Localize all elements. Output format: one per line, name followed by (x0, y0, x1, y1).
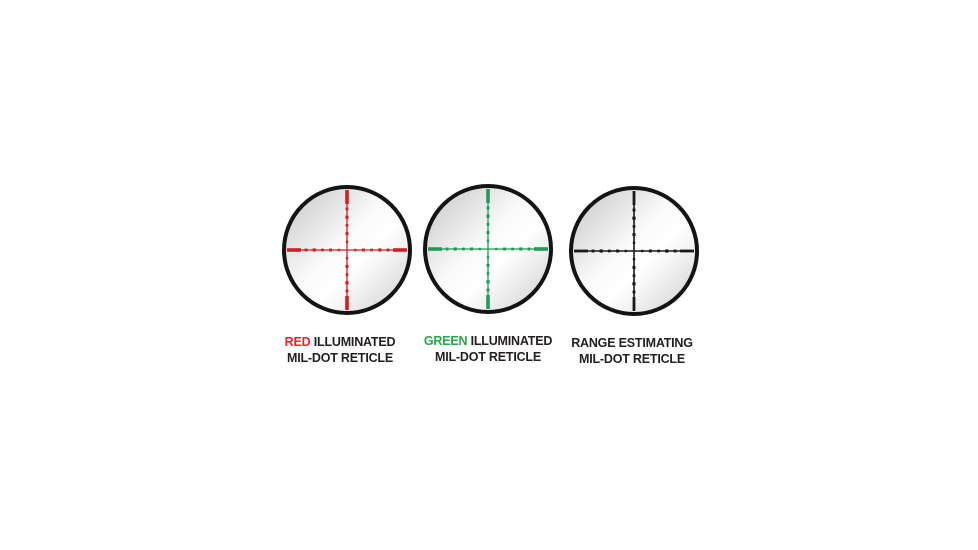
caption-line-2: MIL-DOT RETICLE (434, 350, 541, 364)
caption-highlight: RED (284, 335, 311, 349)
caption-rest: ILLUMINATED (467, 334, 553, 348)
reticle-scope-range-icon (569, 186, 699, 316)
reticle-scope-red-icon (282, 185, 412, 315)
reticle-caption-green: GREEN ILLUMINATED MIL-DOT RETICLE (398, 333, 578, 365)
reticle-caption-red: RED ILLUMINATED MIL-DOT RETICLE (250, 334, 430, 366)
caption-line-1: RANGE ESTIMATING (542, 335, 722, 351)
reticle-card-red-illuminated: RED ILLUMINATED MIL-DOT RETICLE (257, 183, 437, 366)
caption-rest: ILLUMINATED (310, 335, 396, 349)
caption-line-2: MIL-DOT RETICLE (578, 352, 685, 366)
caption-line-1: GREEN ILLUMINATED (398, 333, 578, 349)
caption-line-2: MIL-DOT RETICLE (286, 351, 393, 365)
caption-line-1: RED ILLUMINATED (250, 334, 430, 350)
caption-highlight: RANGE ESTIMATING (571, 336, 693, 350)
reticle-caption-range: RANGE ESTIMATING MIL-DOT RETICLE (542, 335, 722, 367)
reticle-card-green-illuminated: GREEN ILLUMINATED MIL-DOT RETICLE (398, 182, 578, 365)
reticle-card-range-estimating: RANGE ESTIMATING MIL-DOT RETICLE (544, 184, 724, 367)
reticle-scope-green-icon (423, 184, 553, 314)
caption-highlight: GREEN (423, 334, 468, 348)
